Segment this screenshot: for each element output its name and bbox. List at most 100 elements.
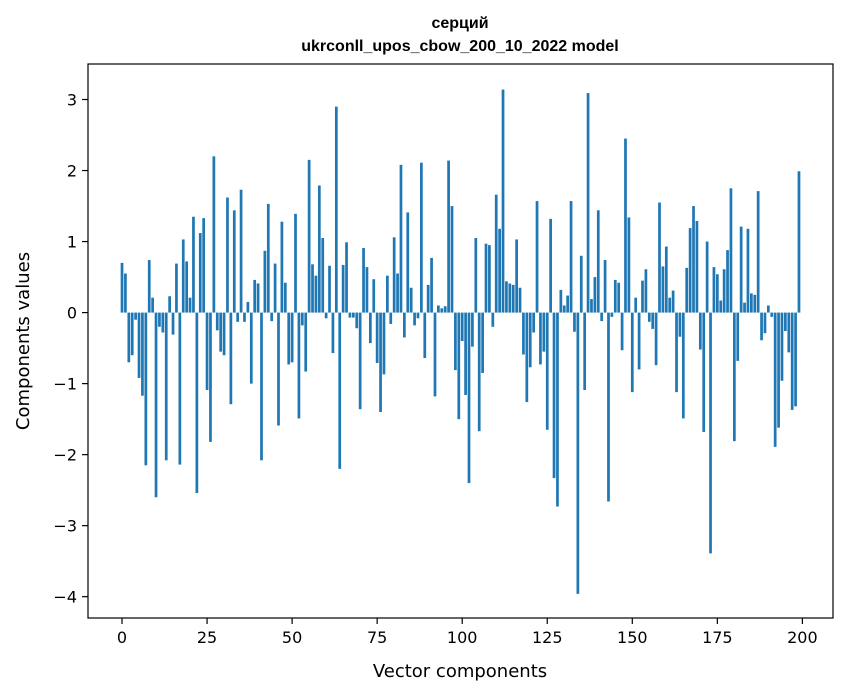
bar: [158, 312, 161, 327]
bar: [232, 210, 236, 313]
bar: [144, 312, 148, 466]
bar: [239, 189, 243, 313]
bar: [668, 297, 672, 313]
bar: [134, 312, 137, 320]
bar: [447, 160, 450, 313]
bar: [164, 312, 168, 461]
bar: [362, 247, 365, 313]
y-tick-label: 2: [67, 162, 77, 181]
bar: [777, 312, 780, 428]
bar: [518, 287, 522, 313]
bar: [382, 312, 386, 375]
bar: [573, 312, 576, 332]
bar: [171, 312, 175, 335]
bar: [416, 312, 420, 319]
bar: [300, 312, 304, 326]
bars-group: [120, 89, 801, 594]
bar: [641, 280, 644, 313]
bar: [311, 264, 314, 313]
bar: [358, 312, 362, 410]
bar: [440, 308, 444, 313]
bar: [651, 312, 655, 329]
bar: [175, 263, 178, 313]
x-tick-label: 25: [197, 628, 217, 647]
bar: [770, 312, 774, 317]
bar: [399, 164, 403, 313]
bar: [661, 266, 665, 313]
bar: [692, 206, 695, 313]
bar: [464, 312, 467, 395]
x-tick-label: 200: [787, 628, 818, 647]
bar: [226, 197, 229, 313]
bar: [420, 162, 423, 313]
bar: [457, 312, 461, 420]
bar: [460, 312, 464, 341]
bar: [488, 245, 491, 313]
bar: [130, 312, 134, 356]
bar: [732, 312, 736, 442]
bar: [375, 312, 379, 364]
bar: [767, 305, 770, 313]
bar: [406, 212, 410, 313]
bar: [525, 312, 529, 403]
bar: [739, 226, 743, 313]
bar: [338, 312, 342, 469]
bar: [212, 156, 216, 313]
bar: [277, 312, 280, 426]
bar: [528, 312, 532, 368]
bar: [324, 312, 328, 319]
bar: [719, 300, 723, 313]
bar: [127, 312, 131, 363]
bar: [266, 203, 270, 313]
bar: [294, 213, 297, 313]
bar: [552, 312, 556, 479]
bar: [249, 312, 253, 384]
bar: [433, 312, 437, 397]
y-axis-label: Components values: [13, 252, 34, 430]
y-tick-label: 1: [67, 233, 77, 252]
bar: [273, 263, 277, 313]
x-tick-label: 75: [367, 628, 387, 647]
bar: [627, 217, 631, 313]
bar: [243, 312, 246, 322]
bar: [351, 312, 355, 318]
bar: [763, 312, 767, 334]
bar: [260, 312, 263, 461]
bar: [596, 210, 600, 313]
bar: [328, 265, 331, 313]
bar: [437, 305, 440, 313]
bar: [314, 275, 318, 313]
bar: [515, 239, 518, 313]
bar: [246, 301, 250, 313]
bar: [280, 221, 284, 313]
bar: [168, 296, 171, 313]
bar: [569, 201, 573, 313]
y-tick-label: 3: [67, 91, 77, 110]
bar: [491, 312, 495, 327]
bar: [726, 250, 729, 313]
bar: [505, 281, 508, 313]
bar: [283, 282, 287, 313]
bar: [198, 233, 202, 313]
bar: [654, 312, 658, 366]
bar: [443, 306, 447, 313]
bar: [784, 312, 787, 332]
bar: [712, 267, 716, 313]
bar: [753, 294, 757, 313]
bar: [471, 312, 474, 347]
bar: [664, 246, 668, 313]
y-tick-label: −2: [53, 446, 77, 465]
bar: [477, 312, 481, 432]
bar: [715, 274, 719, 313]
bar: [675, 312, 678, 393]
bar: [773, 312, 777, 447]
bar: [681, 312, 685, 419]
bar: [368, 312, 372, 344]
bar: [209, 312, 212, 442]
bar: [345, 242, 348, 313]
bar: [192, 216, 195, 313]
bar: [501, 89, 505, 313]
bar: [586, 93, 590, 313]
bar: [671, 290, 675, 313]
bar: [620, 312, 624, 351]
